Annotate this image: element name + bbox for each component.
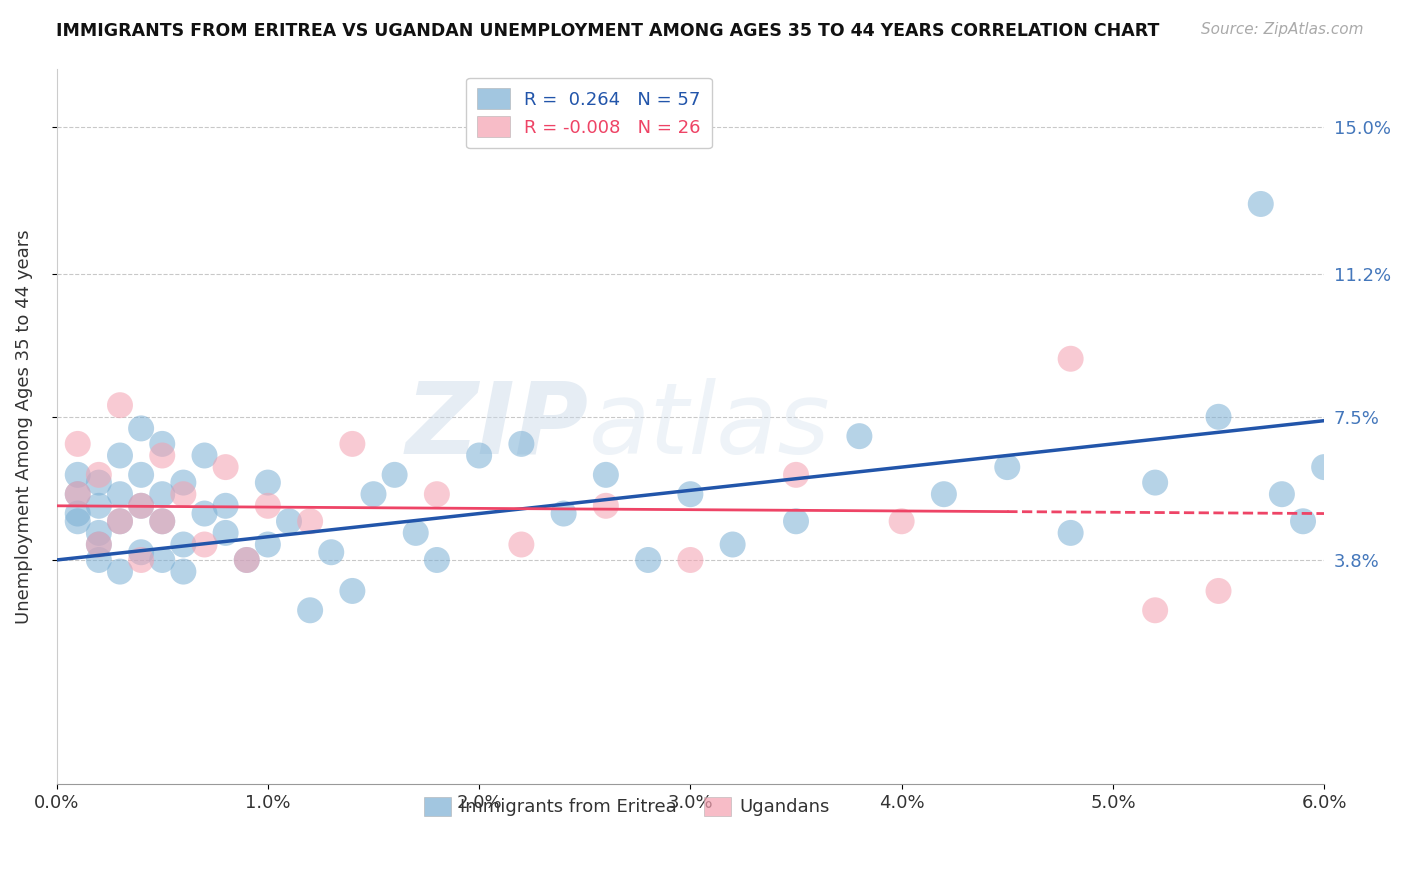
- Point: [363, 487, 385, 501]
- Point: [890, 514, 912, 528]
- Point: [150, 437, 173, 451]
- Point: [468, 449, 491, 463]
- Point: [129, 553, 152, 567]
- Point: [257, 499, 280, 513]
- Point: [510, 437, 533, 451]
- Point: [129, 499, 152, 513]
- Point: [785, 467, 807, 482]
- Text: Source: ZipAtlas.com: Source: ZipAtlas.com: [1201, 22, 1364, 37]
- Point: [553, 507, 575, 521]
- Point: [66, 507, 89, 521]
- Point: [257, 537, 280, 551]
- Point: [235, 553, 257, 567]
- Point: [150, 553, 173, 567]
- Point: [257, 475, 280, 490]
- Point: [150, 449, 173, 463]
- Point: [150, 487, 173, 501]
- Point: [679, 487, 702, 501]
- Point: [384, 467, 406, 482]
- Point: [932, 487, 955, 501]
- Point: [426, 487, 449, 501]
- Point: [1144, 603, 1167, 617]
- Point: [1271, 487, 1294, 501]
- Point: [1208, 409, 1230, 424]
- Point: [278, 514, 301, 528]
- Point: [108, 565, 131, 579]
- Text: atlas: atlas: [589, 378, 831, 475]
- Point: [193, 449, 215, 463]
- Point: [637, 553, 659, 567]
- Point: [66, 437, 89, 451]
- Point: [66, 487, 89, 501]
- Point: [129, 499, 152, 513]
- Point: [87, 553, 110, 567]
- Point: [150, 514, 173, 528]
- Point: [193, 537, 215, 551]
- Text: IMMIGRANTS FROM ERITREA VS UGANDAN UNEMPLOYMENT AMONG AGES 35 TO 44 YEARS CORREL: IMMIGRANTS FROM ERITREA VS UGANDAN UNEMP…: [56, 22, 1160, 40]
- Point: [426, 553, 449, 567]
- Point: [172, 475, 194, 490]
- Point: [214, 525, 236, 540]
- Text: ZIP: ZIP: [406, 378, 589, 475]
- Point: [321, 545, 343, 559]
- Point: [342, 437, 364, 451]
- Legend: Immigrants from Eritrea, Ugandans: Immigrants from Eritrea, Ugandans: [415, 789, 839, 825]
- Point: [214, 460, 236, 475]
- Y-axis label: Unemployment Among Ages 35 to 44 years: Unemployment Among Ages 35 to 44 years: [15, 229, 32, 624]
- Point: [848, 429, 870, 443]
- Point: [66, 514, 89, 528]
- Point: [150, 514, 173, 528]
- Point: [1250, 197, 1272, 211]
- Point: [87, 537, 110, 551]
- Point: [995, 460, 1018, 475]
- Point: [1292, 514, 1315, 528]
- Point: [129, 421, 152, 435]
- Point: [785, 514, 807, 528]
- Point: [172, 537, 194, 551]
- Point: [66, 487, 89, 501]
- Point: [595, 467, 617, 482]
- Point: [193, 507, 215, 521]
- Point: [172, 487, 194, 501]
- Point: [679, 553, 702, 567]
- Point: [1059, 525, 1081, 540]
- Point: [721, 537, 744, 551]
- Point: [405, 525, 427, 540]
- Point: [108, 514, 131, 528]
- Point: [299, 514, 322, 528]
- Point: [214, 499, 236, 513]
- Point: [108, 487, 131, 501]
- Point: [235, 553, 257, 567]
- Point: [129, 545, 152, 559]
- Point: [129, 467, 152, 482]
- Point: [66, 467, 89, 482]
- Point: [1313, 460, 1336, 475]
- Point: [87, 467, 110, 482]
- Point: [299, 603, 322, 617]
- Point: [87, 525, 110, 540]
- Point: [595, 499, 617, 513]
- Point: [87, 475, 110, 490]
- Point: [172, 565, 194, 579]
- Point: [87, 537, 110, 551]
- Point: [108, 449, 131, 463]
- Point: [1059, 351, 1081, 366]
- Point: [87, 499, 110, 513]
- Point: [510, 537, 533, 551]
- Point: [1144, 475, 1167, 490]
- Point: [108, 398, 131, 412]
- Point: [108, 514, 131, 528]
- Point: [342, 583, 364, 598]
- Point: [1208, 583, 1230, 598]
